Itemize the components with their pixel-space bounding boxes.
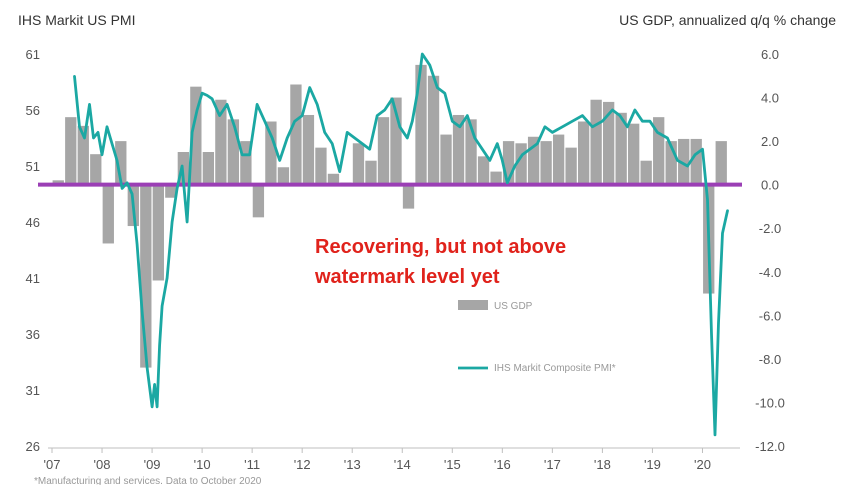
left-axis-title: IHS Markit US PMI [18, 12, 135, 28]
gdp-bar [502, 141, 515, 185]
gdp-bar [603, 101, 615, 185]
gdp-bar [165, 184, 177, 198]
annotation-line-1: Recovering, but not above [315, 236, 566, 258]
gdp-bar [415, 64, 427, 185]
gdp-bar [52, 180, 64, 185]
gdp-bar [440, 134, 452, 185]
x-tick-label: '07 [44, 457, 61, 472]
x-tick-label: '18 [594, 457, 611, 472]
right-axis-title: US GDP, annualized q/q % change [619, 12, 836, 28]
right-tick-label: -2.0 [759, 221, 781, 236]
left-tick-label: 31 [26, 383, 40, 398]
gdp-bar [377, 117, 390, 185]
x-tick-label: '15 [444, 457, 461, 472]
right-tick-label: -8.0 [759, 352, 781, 367]
gdp-bar [315, 147, 327, 185]
gdp-bar [477, 156, 490, 185]
gdp-bar [452, 114, 465, 185]
x-tick-label: '20 [694, 457, 711, 472]
gdp-bar [252, 184, 265, 218]
gdp-bar [215, 99, 227, 185]
legend-pmi-label: IHS Markit Composite PMI* [494, 363, 616, 374]
gdp-bar [240, 141, 252, 185]
gdp-bar [490, 171, 502, 185]
gdp-bar [552, 134, 565, 185]
left-tick-label: 51 [26, 159, 40, 174]
x-tick-label: '16 [494, 457, 511, 472]
right-tick-label: -4.0 [759, 265, 781, 280]
right-tick-label: -10.0 [755, 395, 785, 410]
right-tick-label: 6.0 [761, 47, 779, 62]
left-tick-label: 41 [26, 271, 40, 286]
pmi-line [73, 52, 729, 437]
gdp-bar [90, 154, 102, 185]
x-tick-label: '12 [294, 457, 311, 472]
right-tick-label: 0.0 [761, 178, 779, 193]
gdp-bar [628, 123, 640, 185]
x-tick-label: '09 [144, 457, 161, 472]
gdp-bar [115, 141, 127, 185]
gdp-bar [227, 119, 240, 185]
x-tick-label: '17 [544, 457, 561, 472]
gdp-bar [352, 143, 365, 185]
gdp-bar [515, 143, 527, 185]
gdp-bar [102, 184, 114, 244]
gdp-bar [527, 136, 540, 185]
gdp-bar [565, 147, 577, 185]
annotation-line-2: watermark level yet [314, 266, 500, 288]
right-tick-label: 4.0 [761, 91, 779, 106]
right-axis: 6.0 4.0 2.0 0.0 -2.0 -4.0 -6.0 -8.0 -10.0 -12.0 [755, 47, 785, 454]
x-tick-label: '08 [94, 457, 111, 472]
gdp-bar [640, 160, 652, 185]
gdp-bar [390, 97, 402, 185]
gdp-bar [190, 86, 202, 185]
gdp-bar [402, 184, 415, 209]
gdp-bar [152, 184, 164, 281]
gdp-bar [265, 121, 277, 185]
gdp-bar [615, 112, 627, 185]
footnote: *Manufacturing and services. Data to Oct… [34, 476, 262, 485]
gdp-bar [690, 138, 702, 185]
left-axis: 61 56 51 46 41 36 31 26 [26, 47, 40, 454]
x-tick-label: '19 [644, 457, 661, 472]
gdp-bar [590, 99, 602, 185]
right-tick-label: -12.0 [755, 439, 785, 454]
right-tick-label: -6.0 [759, 308, 781, 323]
gdp-bar [202, 152, 215, 185]
gdp-bar [653, 117, 665, 185]
gdp-bar [302, 114, 315, 185]
x-tick-label: '14 [394, 457, 411, 472]
gdp-bar [715, 141, 727, 185]
gdp-bar [427, 75, 440, 185]
gdp-bar [678, 138, 690, 185]
legend-gdp-label: US GDP [494, 301, 533, 312]
left-tick-label: 61 [26, 47, 40, 62]
left-tick-label: 56 [26, 103, 40, 118]
left-tick-label: 26 [26, 439, 40, 454]
gdp-bar [465, 119, 477, 185]
x-tick-label: '10 [194, 457, 211, 472]
x-axis: '07 '08 '09 '10 '11 '12 '13 '14 '15 '16 '17 '18 '19 '… [44, 448, 711, 472]
gdp-bar [577, 121, 590, 185]
gdp-bars [52, 64, 727, 368]
gdp-bar [140, 184, 152, 368]
right-tick-label: 2.0 [761, 134, 779, 149]
gdp-bar [365, 160, 377, 185]
left-tick-label: 36 [26, 327, 40, 342]
legend-gdp-swatch [458, 300, 488, 310]
gdp-bar [65, 117, 77, 185]
gdp-bar [665, 141, 677, 185]
x-tick-label: '13 [344, 457, 361, 472]
gdp-bar [277, 167, 290, 185]
gdp-bar [77, 125, 89, 185]
left-tick-label: 46 [26, 215, 40, 230]
x-tick-label: '11 [244, 457, 260, 472]
gdp-bar [327, 173, 340, 185]
gdp-bar [290, 84, 302, 185]
gdp-bar [540, 141, 552, 185]
